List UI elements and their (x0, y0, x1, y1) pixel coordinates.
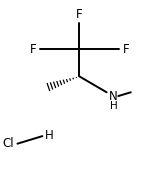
Text: N: N (109, 90, 118, 103)
Text: F: F (30, 43, 36, 56)
Text: F: F (76, 8, 83, 21)
Text: H: H (110, 101, 117, 111)
Text: Cl: Cl (2, 137, 14, 150)
Text: H: H (45, 129, 53, 142)
Text: F: F (122, 43, 129, 56)
